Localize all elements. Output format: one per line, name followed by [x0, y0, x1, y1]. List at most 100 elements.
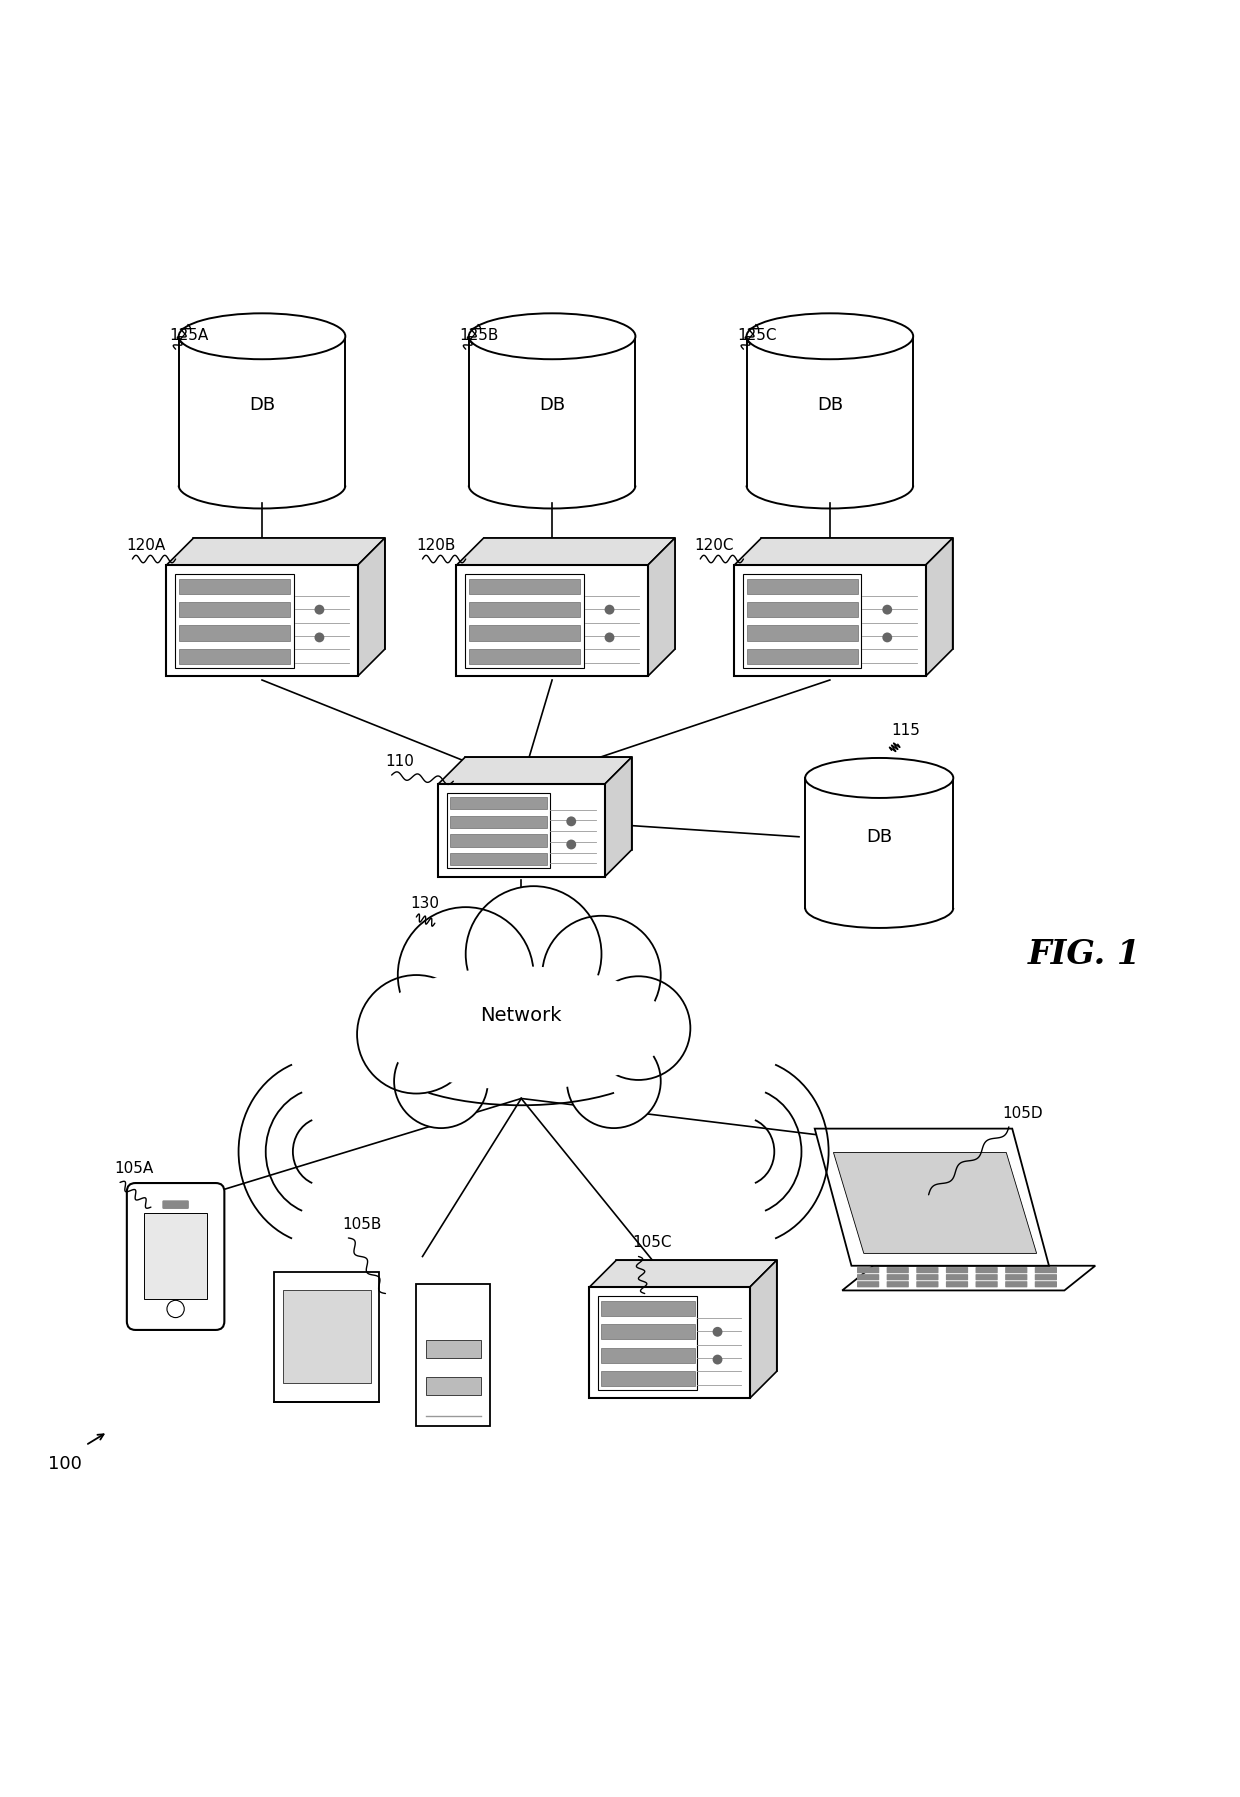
- Text: 120A: 120A: [126, 537, 165, 553]
- Polygon shape: [647, 537, 675, 676]
- Text: 120C: 120C: [694, 537, 734, 553]
- FancyBboxPatch shape: [144, 1213, 207, 1299]
- Circle shape: [567, 816, 577, 827]
- Polygon shape: [456, 537, 675, 566]
- FancyBboxPatch shape: [179, 579, 290, 593]
- Circle shape: [394, 1035, 487, 1129]
- Text: DB: DB: [867, 828, 893, 846]
- FancyBboxPatch shape: [946, 1267, 968, 1274]
- Ellipse shape: [373, 967, 670, 1089]
- Text: 120B: 120B: [417, 537, 455, 553]
- Circle shape: [605, 606, 615, 615]
- FancyBboxPatch shape: [746, 625, 858, 642]
- Circle shape: [567, 839, 577, 850]
- FancyBboxPatch shape: [601, 1324, 694, 1339]
- FancyBboxPatch shape: [1006, 1274, 1028, 1279]
- FancyBboxPatch shape: [746, 579, 858, 593]
- Polygon shape: [456, 566, 647, 676]
- Polygon shape: [815, 1129, 1049, 1265]
- FancyBboxPatch shape: [126, 1182, 224, 1330]
- Circle shape: [398, 907, 533, 1042]
- FancyBboxPatch shape: [179, 649, 290, 665]
- FancyBboxPatch shape: [598, 1296, 697, 1389]
- FancyBboxPatch shape: [857, 1267, 879, 1274]
- FancyBboxPatch shape: [916, 1281, 939, 1287]
- FancyBboxPatch shape: [976, 1267, 998, 1274]
- FancyBboxPatch shape: [450, 816, 547, 828]
- FancyBboxPatch shape: [450, 854, 547, 866]
- FancyBboxPatch shape: [746, 602, 858, 616]
- FancyBboxPatch shape: [601, 1371, 694, 1385]
- Polygon shape: [166, 537, 384, 566]
- FancyBboxPatch shape: [857, 1274, 879, 1279]
- FancyBboxPatch shape: [976, 1281, 998, 1287]
- Polygon shape: [750, 1260, 776, 1398]
- Text: 125C: 125C: [738, 329, 776, 343]
- Circle shape: [567, 1035, 661, 1129]
- Polygon shape: [438, 757, 631, 783]
- FancyBboxPatch shape: [887, 1274, 909, 1279]
- Circle shape: [315, 633, 325, 642]
- FancyBboxPatch shape: [274, 1272, 379, 1402]
- FancyBboxPatch shape: [916, 1274, 939, 1279]
- Polygon shape: [438, 783, 605, 877]
- Polygon shape: [761, 537, 952, 649]
- FancyBboxPatch shape: [946, 1281, 968, 1287]
- Text: 110: 110: [386, 755, 414, 769]
- FancyBboxPatch shape: [283, 1290, 371, 1384]
- FancyBboxPatch shape: [946, 1274, 968, 1279]
- Circle shape: [713, 1355, 723, 1364]
- Circle shape: [587, 976, 691, 1080]
- FancyBboxPatch shape: [1034, 1274, 1056, 1279]
- FancyBboxPatch shape: [887, 1281, 909, 1287]
- Text: 105C: 105C: [632, 1235, 672, 1251]
- FancyBboxPatch shape: [427, 1377, 481, 1394]
- Circle shape: [883, 606, 893, 615]
- Circle shape: [542, 916, 661, 1035]
- Polygon shape: [842, 1265, 1095, 1290]
- Polygon shape: [589, 1287, 750, 1398]
- FancyBboxPatch shape: [179, 602, 290, 616]
- FancyBboxPatch shape: [746, 649, 858, 665]
- FancyBboxPatch shape: [601, 1348, 694, 1362]
- Text: 105B: 105B: [342, 1217, 382, 1231]
- Circle shape: [883, 633, 893, 642]
- Polygon shape: [465, 757, 631, 850]
- FancyBboxPatch shape: [450, 834, 547, 846]
- Text: 125A: 125A: [170, 329, 208, 343]
- Text: FIG. 1: FIG. 1: [1028, 938, 1141, 970]
- Polygon shape: [734, 566, 925, 676]
- Polygon shape: [605, 757, 631, 877]
- Polygon shape: [193, 537, 384, 649]
- FancyBboxPatch shape: [175, 573, 294, 668]
- Polygon shape: [734, 537, 952, 566]
- Polygon shape: [616, 1260, 776, 1371]
- Circle shape: [357, 976, 476, 1094]
- Text: DB: DB: [249, 395, 275, 413]
- Text: 105A: 105A: [114, 1161, 153, 1177]
- FancyBboxPatch shape: [916, 1267, 939, 1274]
- Polygon shape: [746, 336, 913, 485]
- Circle shape: [466, 886, 601, 1022]
- Polygon shape: [484, 537, 675, 649]
- FancyBboxPatch shape: [887, 1267, 909, 1274]
- Polygon shape: [925, 537, 952, 676]
- FancyBboxPatch shape: [1034, 1267, 1056, 1274]
- Polygon shape: [179, 336, 345, 485]
- Ellipse shape: [469, 313, 635, 359]
- Text: 105D: 105D: [1003, 1105, 1043, 1121]
- FancyBboxPatch shape: [1034, 1281, 1056, 1287]
- FancyBboxPatch shape: [1006, 1281, 1028, 1287]
- FancyBboxPatch shape: [450, 796, 547, 809]
- Polygon shape: [589, 1260, 776, 1287]
- Circle shape: [713, 1326, 723, 1337]
- FancyBboxPatch shape: [857, 1281, 879, 1287]
- Ellipse shape: [746, 313, 913, 359]
- Text: 125B: 125B: [460, 329, 498, 343]
- Ellipse shape: [805, 758, 954, 798]
- Text: DB: DB: [817, 395, 843, 413]
- FancyBboxPatch shape: [976, 1274, 998, 1279]
- Text: 115: 115: [892, 722, 920, 739]
- FancyBboxPatch shape: [446, 792, 549, 868]
- FancyBboxPatch shape: [465, 573, 584, 668]
